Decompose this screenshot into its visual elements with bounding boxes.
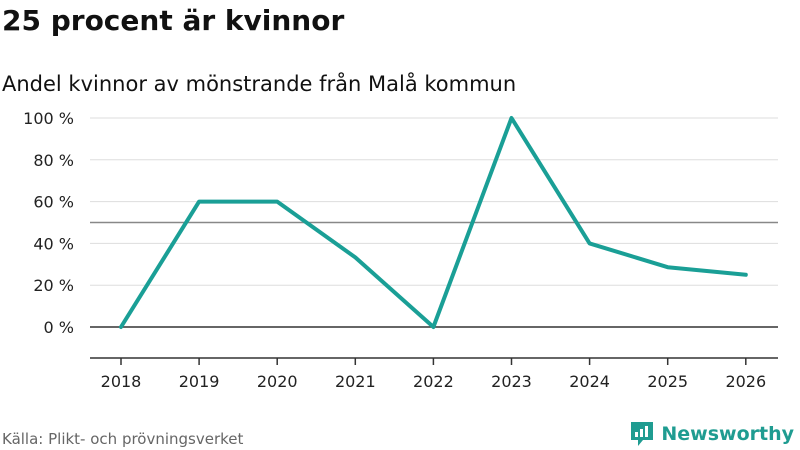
x-tick-label: 2021 [335, 372, 376, 391]
x-axis-ticks: 2018 2019 2020 2021 2022 2023 2024 2025 2026 [101, 358, 766, 391]
brand-name: Newsworthy [661, 423, 794, 445]
x-tick-label: 2019 [179, 372, 220, 391]
x-tick-label: 2023 [491, 372, 532, 391]
brand-logo: Newsworthy [629, 420, 794, 448]
x-tick-label: 2022 [413, 372, 454, 391]
page-title: 25 procent är kvinnor [2, 4, 345, 37]
x-tick-label: 2025 [647, 372, 688, 391]
x-tick-label: 2018 [101, 372, 142, 391]
source-note: Källa: Plikt- och prövningsverket [2, 430, 244, 448]
y-tick-label: 100 % [23, 109, 74, 128]
x-tick-label: 2024 [569, 372, 610, 391]
y-tick-label: 0 % [44, 318, 74, 337]
grid-lines [90, 117, 778, 286]
y-tick-label: 80 % [33, 151, 74, 170]
x-tick-label: 2026 [725, 372, 766, 391]
chart-subtitle: Andel kvinnor av mönstrande från Malå ko… [2, 72, 517, 96]
series-line [119, 116, 748, 329]
y-axis-ticks: 0 % 20 % 40 % 60 % 80 % 100 % [23, 109, 74, 337]
y-tick-label: 20 % [33, 276, 74, 295]
y-tick-label: 40 % [33, 234, 74, 253]
y-tick-label: 60 % [33, 193, 74, 212]
x-tick-label: 2020 [257, 372, 298, 391]
bar-chart-flag-icon [631, 422, 654, 446]
